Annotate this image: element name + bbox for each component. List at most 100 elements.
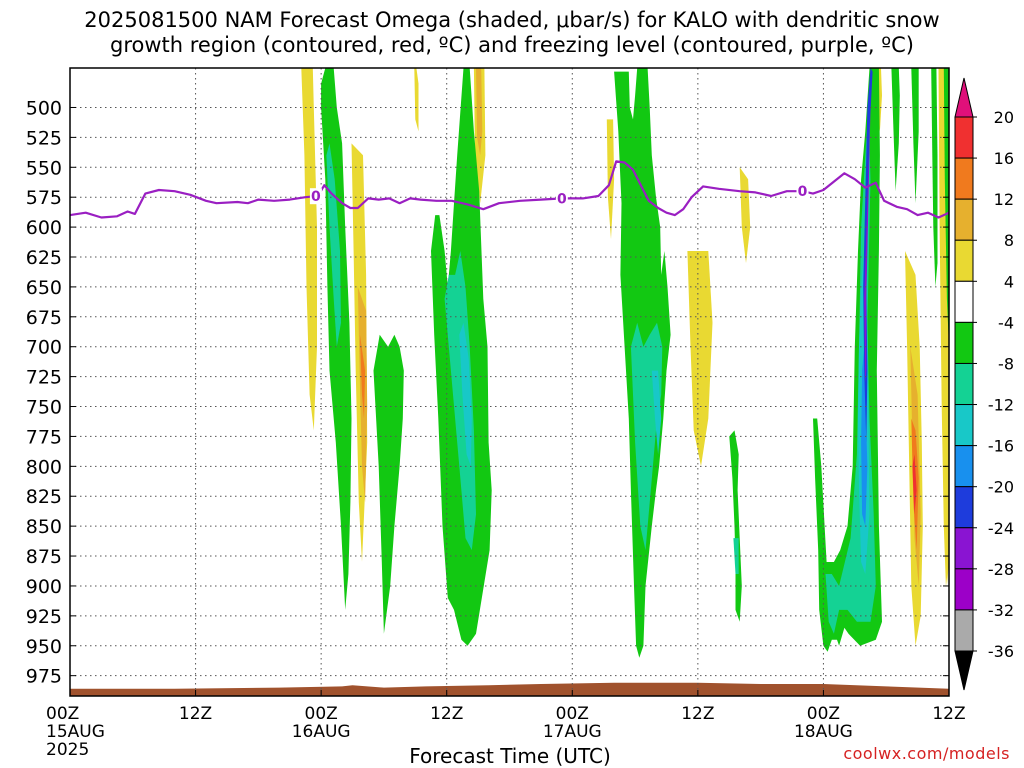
freezing-level-label-1: 0: [557, 191, 567, 207]
x-tick-label-48-1: 17AUG: [543, 722, 602, 742]
x-tick-label-36-0: 12Z: [430, 704, 463, 724]
colorbar-label-11: -28: [988, 560, 1014, 579]
omega-shading: [301, 68, 949, 658]
y-tick-label-575: 575: [26, 187, 62, 209]
omega-region-4: [414, 68, 419, 132]
y-tick-label-500: 500: [26, 97, 62, 119]
omega-region-22: [459, 322, 472, 467]
colorbar-label-13: -36: [988, 642, 1014, 661]
y-tick-label-975: 975: [26, 666, 62, 688]
colorbar-label-4: 4: [1004, 272, 1014, 291]
y-tick-label-525: 525: [26, 127, 62, 149]
colorbar-label-6: -8: [998, 354, 1014, 373]
x-tick-label-0-2: 2025: [46, 740, 89, 760]
y-tick-label-625: 625: [26, 247, 62, 269]
freezing-label-bg-1: [555, 190, 568, 207]
x-tick-label-24-0: 00Z: [305, 704, 338, 724]
x-tick-label-72-1: 18AUG: [794, 722, 853, 742]
y-tick-label-725: 725: [26, 367, 62, 389]
colorbar-bottom-arrow: [954, 650, 974, 691]
plot-background: [70, 68, 949, 696]
terrain-fill: [70, 682, 949, 696]
colorbar: 20 16 12 8 4 -4 -8 -12 -16 -20 -24 -28 -32 -36: [954, 77, 1014, 691]
colorbar-box-11: [954, 568, 974, 611]
terrain: [70, 682, 949, 696]
colorbar-box-3: [954, 239, 974, 282]
omega-region-0: [301, 68, 317, 431]
colorbar-box-8: [954, 445, 974, 488]
colorbar-label-0: 20: [994, 108, 1014, 127]
plot-frame: [69, 67, 950, 697]
x-tick-label-0-0: 00Z: [46, 704, 79, 724]
omega-region-3: [359, 334, 366, 419]
colorbar-label-3: 8: [1004, 231, 1014, 250]
y-axis: 500 525 550 575 600 625 650 675 700 725 750 775 800 8…: [26, 97, 949, 688]
omega-region-33: [864, 71, 872, 383]
colorbar-label-1: 16: [994, 149, 1014, 168]
y-tick-label-875: 875: [26, 546, 62, 568]
omega-region-21: [444, 251, 476, 551]
freezing-label-bg-0: [309, 188, 322, 205]
colorbar-box-5: [954, 321, 974, 364]
colorbar-box-10: [954, 527, 974, 570]
x-tick-label-84-0: 12Z: [932, 704, 965, 724]
y-tick-label-550: 550: [26, 157, 62, 179]
omega-region-34: [891, 68, 900, 192]
omega-region-8: [687, 251, 713, 467]
omega-region-18: [326, 143, 341, 347]
colorbar-top-arrow: [954, 77, 974, 118]
y-tick-label-800: 800: [26, 456, 62, 478]
colorbar-box-0: [954, 116, 974, 159]
colorbar-label-8: -16: [988, 437, 1014, 456]
colorbar-label-2: 12: [994, 190, 1014, 209]
y-tick-label-825: 825: [26, 486, 62, 508]
colorbar-label-5: -4: [998, 313, 1014, 332]
freezing-level-label-0: 0: [311, 189, 321, 205]
x-tick-label-72-0: 00Z: [807, 704, 840, 724]
colorbar-box-9: [954, 486, 974, 529]
y-tick-label-850: 850: [26, 516, 62, 538]
chart-title-line-2: growth region (contoured, red, ºC) and f…: [110, 33, 914, 57]
omega-region-36: [931, 68, 938, 287]
y-tick-label-900: 900: [26, 576, 62, 598]
credit-text: coolwx.com/models: [843, 744, 1010, 763]
colorbar-box-4: [954, 280, 974, 323]
y-tick-label-750: 750: [26, 397, 62, 419]
y-tick-label-775: 775: [26, 426, 62, 448]
x-tick-label-48-0: 00Z: [556, 704, 589, 724]
omega-region-14: [912, 454, 917, 515]
colorbar-box-6: [954, 362, 974, 406]
chart-title-line-1: 2025081500 NAM Forecast Omega (shaded, μ…: [84, 8, 940, 32]
omega-region-31: [861, 346, 868, 527]
y-tick-label-650: 650: [26, 277, 62, 299]
freezing-label-bg-2: [796, 183, 809, 200]
omega-region-19: [373, 334, 404, 634]
y-tick-label-950: 950: [26, 636, 62, 658]
freezing-level-contour: 0 0 0: [70, 160, 949, 219]
omega-region-6: [476, 68, 483, 156]
y-tick-label-675: 675: [26, 307, 62, 329]
omega-region-25: [651, 370, 662, 455]
colorbar-box-2: [954, 198, 974, 241]
colorbar-label-10: -24: [988, 519, 1014, 538]
colorbar-box-7: [954, 404, 974, 447]
x-axis-label: Forecast Time (UTC): [409, 744, 611, 768]
x-tick-label-24-1: 16AUG: [292, 722, 351, 742]
freezing-level-line: [70, 160, 949, 219]
y-tick-label-600: 600: [26, 217, 62, 239]
colorbar-box-12: [954, 609, 974, 652]
colorbar-label-12: -32: [988, 601, 1014, 620]
x-tick-label-12-0: 12Z: [179, 704, 212, 724]
freezing-level-label-2: 0: [798, 184, 808, 200]
x-tick-label-0-1: 15AUG: [46, 722, 105, 742]
colorbar-box-1: [954, 157, 974, 200]
y-tick-label-925: 925: [26, 606, 62, 628]
colorbar-label-9: -20: [988, 478, 1014, 497]
colorbar-label-7: -12: [988, 396, 1014, 415]
y-tick-label-700: 700: [26, 337, 62, 359]
x-tick-label-60-0: 12Z: [681, 704, 714, 724]
omega-region-35: [911, 68, 919, 204]
